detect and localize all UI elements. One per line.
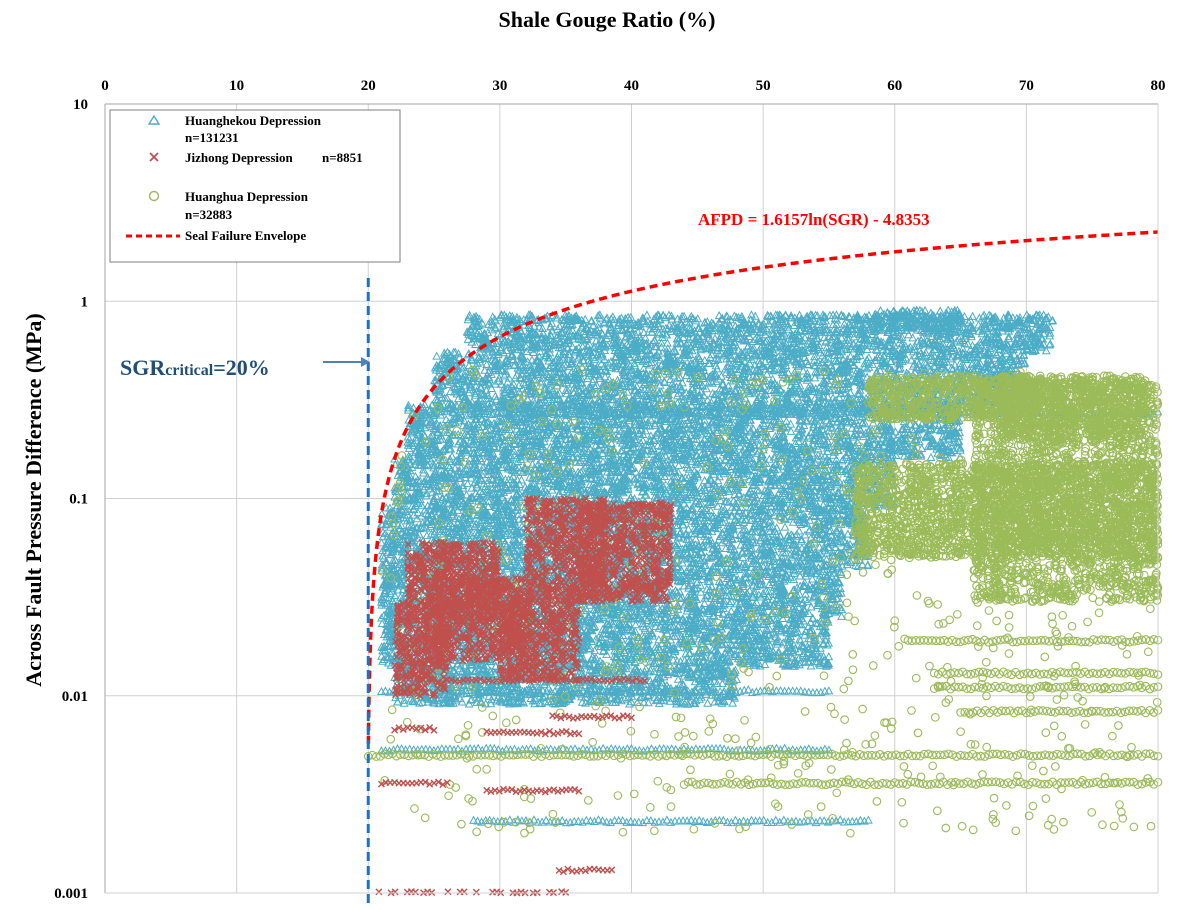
- point-triangle: [927, 454, 934, 461]
- point-triangle: [905, 331, 912, 338]
- point-triangle: [661, 378, 668, 385]
- point-triangle: [433, 353, 440, 360]
- point-triangle: [707, 354, 714, 361]
- point-triangle: [661, 314, 668, 321]
